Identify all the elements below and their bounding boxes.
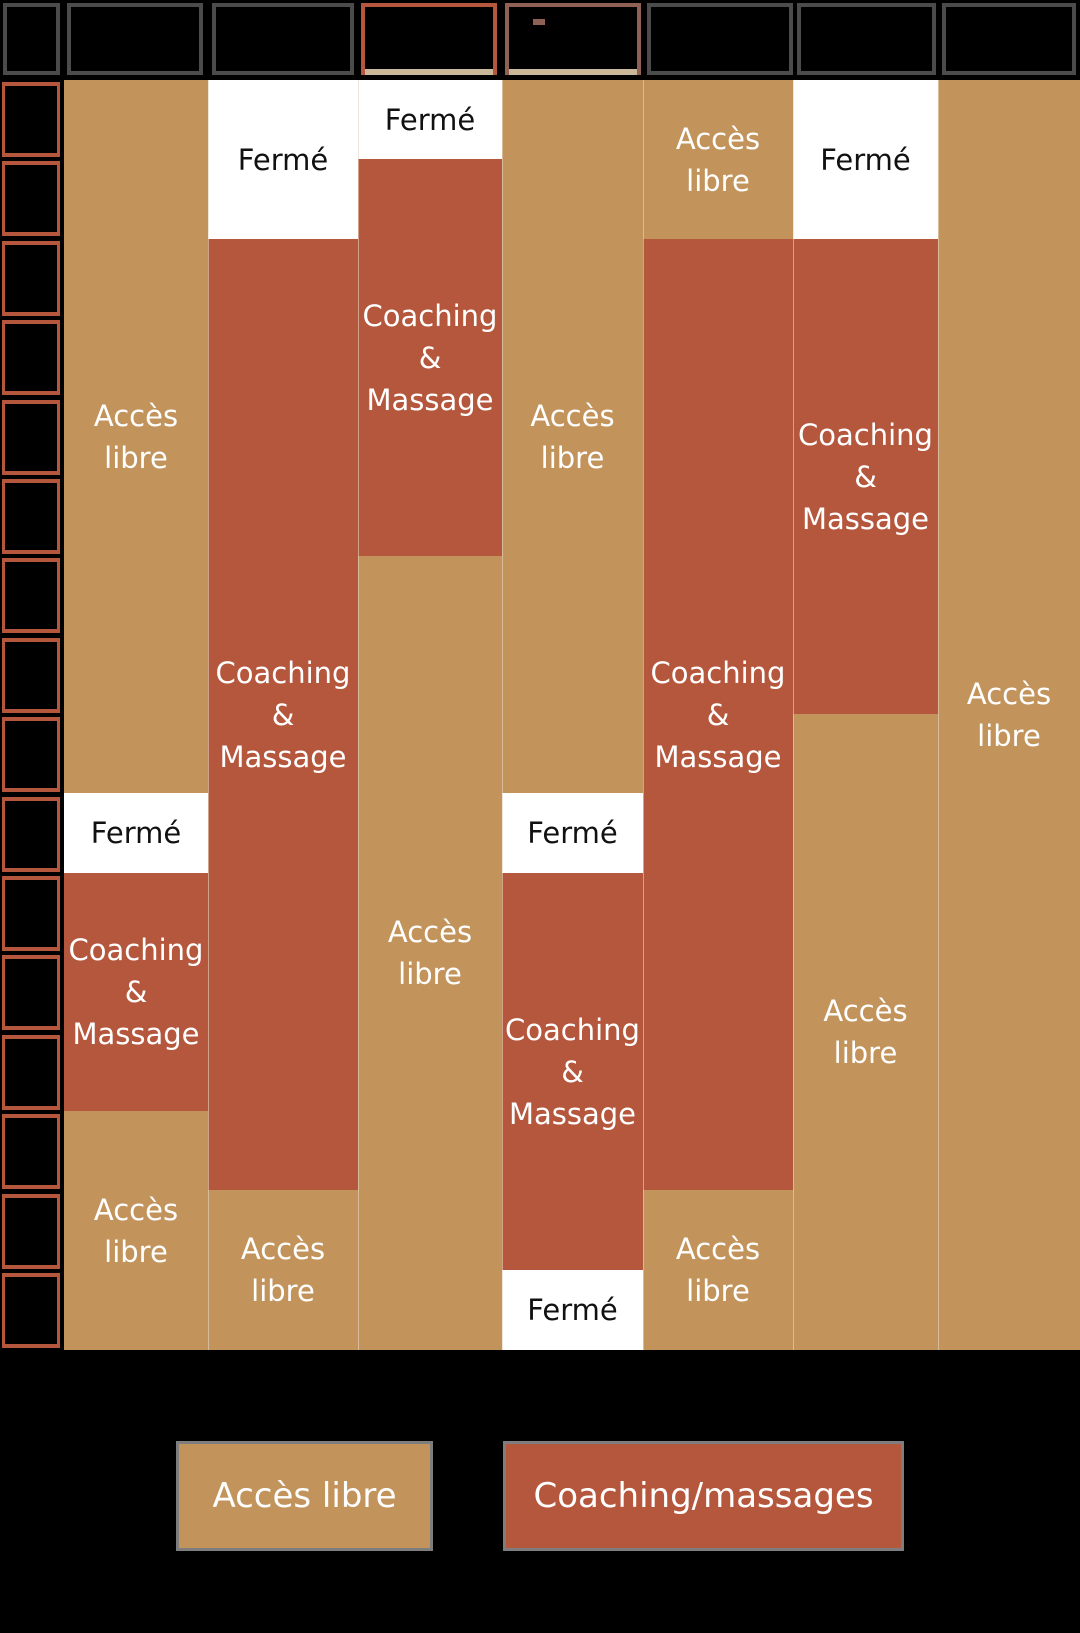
legend-open-label: Accès libre	[212, 1476, 397, 1516]
schedule-block-closed: Fermé	[502, 1270, 643, 1350]
hour-cell	[2, 400, 60, 475]
column-divider	[643, 80, 644, 1350]
day-header-cell	[942, 3, 1076, 75]
schedule-block-open: Accès libre	[502, 80, 643, 793]
hour-cell	[2, 955, 60, 1030]
schedule-block-open: Accès libre	[643, 1190, 793, 1350]
schedule-block-open: Accès libre	[64, 1111, 208, 1350]
column-divider	[793, 80, 794, 1350]
schedule-block-open: Accès libre	[938, 80, 1080, 1350]
hour-cell	[2, 1194, 60, 1269]
hour-cell	[2, 558, 60, 633]
schedule-block-coach: Coaching & Massage	[64, 873, 208, 1111]
column-divider	[938, 80, 939, 1350]
legend-coaching: Coaching/massages	[503, 1441, 904, 1551]
schedule-block-coach: Coaching & Massage	[502, 873, 643, 1270]
legend-coaching-label: Coaching/massages	[533, 1476, 874, 1516]
schedule-block-closed: Fermé	[208, 80, 358, 239]
schedule-block-closed: Fermé	[793, 80, 938, 239]
schedule-block-coach: Coaching & Massage	[643, 239, 793, 1190]
hour-cell	[2, 638, 60, 713]
schedule-block-open: Accès libre	[208, 1190, 358, 1350]
schedule-block-coach: Coaching & Massage	[793, 239, 938, 714]
hour-cell	[2, 82, 60, 157]
day-header-cell	[361, 3, 497, 75]
schedule-block-coach: Coaching & Massage	[208, 239, 358, 1190]
hour-cell	[2, 876, 60, 951]
schedule-block-coach: Coaching & Massage	[358, 159, 502, 556]
schedule-block-open: Accès libre	[793, 714, 938, 1350]
column-divider	[502, 80, 503, 1350]
schedule-block-closed: Fermé	[502, 793, 643, 873]
day-header-cell	[67, 3, 203, 75]
day-header-cell	[505, 3, 641, 75]
hour-cell	[2, 1114, 60, 1189]
hour-cell	[2, 797, 60, 872]
hour-cell	[2, 320, 60, 395]
day-header-cell	[3, 3, 60, 75]
schedule-block-open: Accès libre	[643, 80, 793, 239]
hour-cell	[2, 479, 60, 554]
legend-open: Accès libre	[176, 1441, 433, 1551]
day-header-cell	[797, 3, 936, 75]
hour-cell	[2, 1273, 60, 1348]
schedule-block-open: Accès libre	[358, 556, 502, 1350]
hour-cell	[2, 241, 60, 316]
day-header-cell	[212, 3, 354, 75]
hour-cell	[2, 161, 60, 236]
hour-cell	[2, 1035, 60, 1110]
hour-cell	[2, 717, 60, 792]
schedule-block-closed: Fermé	[64, 793, 208, 873]
schedule-block-open: Accès libre	[64, 80, 208, 793]
column-divider	[208, 80, 209, 1350]
schedule-block-closed: Fermé	[358, 80, 502, 159]
day-header-cell	[647, 3, 793, 75]
column-divider	[358, 80, 359, 1350]
